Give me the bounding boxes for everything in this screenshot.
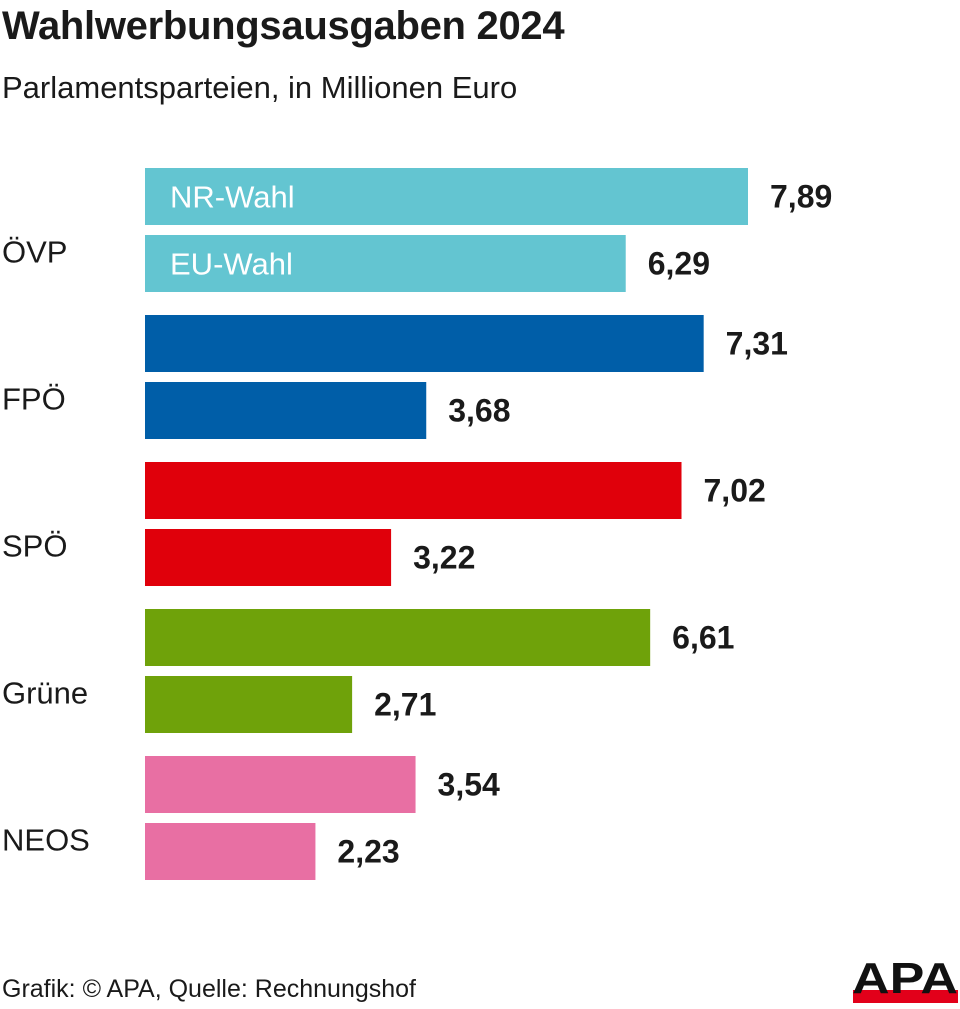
bar-nr-wahl (145, 756, 416, 813)
svg-text:APA: APA (852, 955, 958, 1003)
value-label: 7,31 (726, 326, 788, 362)
value-label: 3,68 (448, 393, 510, 429)
legend-label: NR-Wahl (170, 180, 295, 215)
bar-eu-wahl (145, 382, 427, 439)
bar-eu-wahl (145, 823, 316, 880)
bar-nr-wahl (145, 315, 704, 372)
value-label: 6,61 (672, 620, 734, 656)
bar-nr-wahl (145, 609, 651, 666)
bar-nr-wahl (145, 168, 748, 225)
value-label: 2,23 (337, 834, 399, 870)
legend-label: EU-Wahl (170, 247, 293, 282)
bar-eu-wahl (145, 676, 353, 733)
value-label: 6,29 (648, 246, 710, 282)
bar-nr-wahl (145, 462, 682, 519)
category-label: NEOS (2, 823, 90, 858)
value-label: 7,89 (770, 179, 832, 215)
category-label: SPÖ (2, 529, 67, 564)
source-note: Grafik: © APA, Quelle: Rechnungshof (2, 975, 417, 1003)
chart-subtitle: Parlamentsparteien, in Millionen Euro (2, 70, 518, 105)
apa-logo: APA (852, 955, 958, 1003)
value-label: 3,22 (413, 540, 475, 576)
value-label: 2,71 (374, 687, 436, 723)
bar-eu-wahl (145, 235, 626, 292)
category-label: ÖVP (2, 235, 67, 270)
bar-chart: ÖVP 7,89 NR-Wahl 6,29 EU-Wahl FPÖ 7,31 3,68 SPÖ 7… (2, 168, 832, 880)
category-label: Grüne (2, 676, 88, 711)
value-label: 7,02 (704, 473, 766, 509)
bar-eu-wahl (145, 529, 392, 586)
chart-title: Wahlwerbungsausgaben 2024 (2, 4, 565, 48)
value-label: 3,54 (438, 767, 500, 803)
category-label: FPÖ (2, 382, 66, 417)
